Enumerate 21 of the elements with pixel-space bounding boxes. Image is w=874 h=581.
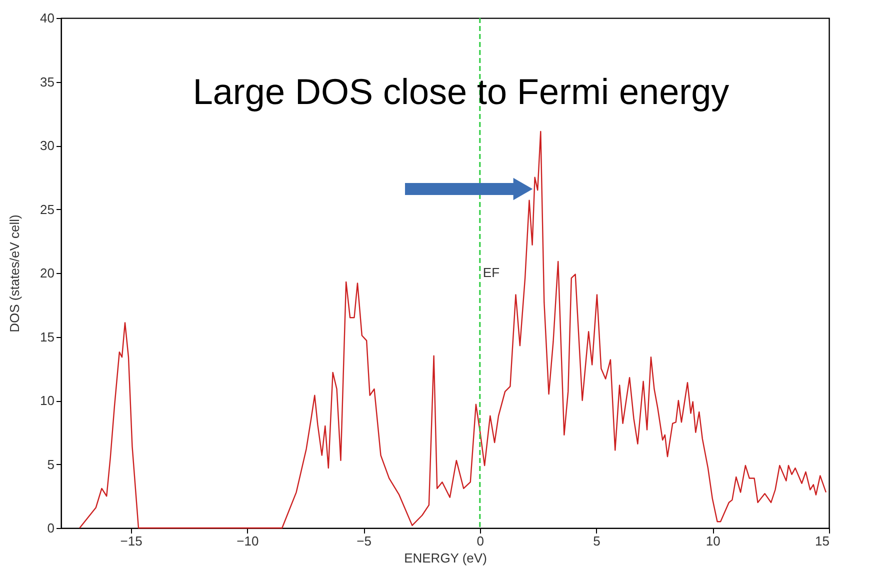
ref-line-label: EF bbox=[482, 265, 500, 280]
x-tick-label: 15 bbox=[815, 534, 830, 548]
y-tick-label: 30 bbox=[40, 138, 54, 153]
x-tick-label: −10 bbox=[236, 534, 259, 548]
x-tick-label: −5 bbox=[356, 534, 372, 548]
x-tick-label: 5 bbox=[593, 534, 600, 548]
y-tick-label: 15 bbox=[40, 329, 54, 344]
x-axis-title: ENERGY (eV) bbox=[404, 550, 487, 566]
y-tick-label: 10 bbox=[40, 393, 54, 408]
y-tick-label: 35 bbox=[40, 74, 54, 90]
annotation: Large DOS close to Fermi energy bbox=[192, 71, 730, 112]
y-tick-label: 25 bbox=[40, 202, 54, 217]
y-tick-label: 20 bbox=[40, 266, 54, 280]
x-tick-label: 10 bbox=[706, 534, 720, 548]
y-axis-title: DOS (states/eV cell) bbox=[7, 214, 22, 332]
y-tick-label: 0 bbox=[47, 520, 54, 536]
y-tick-label: 40 bbox=[40, 10, 54, 26]
line-series bbox=[79, 130, 827, 529]
y-tick-label: 5 bbox=[47, 456, 54, 472]
x-tick-label: −15 bbox=[120, 534, 142, 548]
x-tick-label: 0 bbox=[476, 534, 484, 548]
